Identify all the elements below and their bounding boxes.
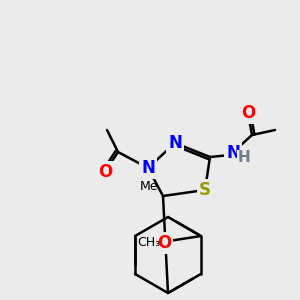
Text: S: S xyxy=(199,181,211,199)
Text: O: O xyxy=(157,234,171,252)
Text: O: O xyxy=(241,104,255,122)
Text: N: N xyxy=(226,144,240,162)
Text: O: O xyxy=(98,163,112,181)
Text: N: N xyxy=(141,159,155,177)
Text: Me: Me xyxy=(140,179,158,193)
Text: H: H xyxy=(238,151,250,166)
Text: N: N xyxy=(168,134,182,152)
Text: CH₃: CH₃ xyxy=(137,236,160,250)
